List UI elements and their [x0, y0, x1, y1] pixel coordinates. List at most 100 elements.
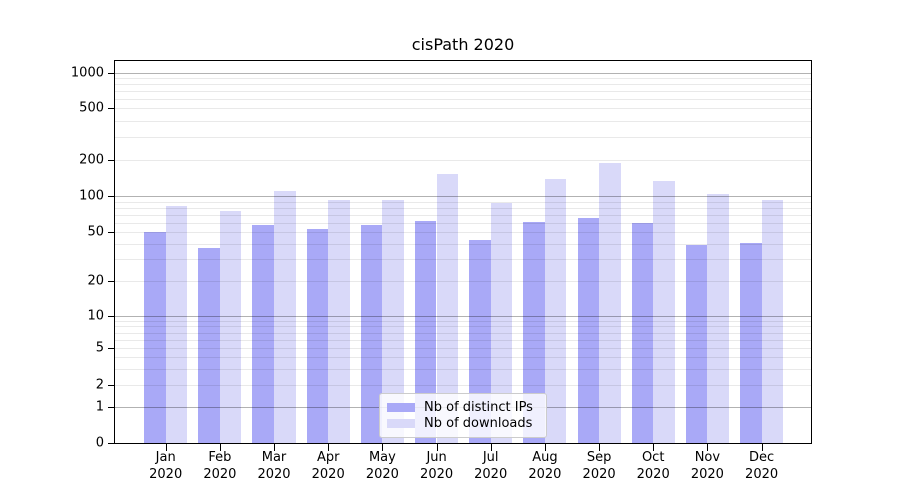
legend-label-distinct-ips: Nb of distinct IPs [424, 399, 533, 415]
bars-layer [115, 61, 811, 443]
minor-gridline-50 [115, 232, 811, 233]
minor-gridline-200 [115, 160, 811, 161]
x-tick-label-jun: Jun 2020 [420, 450, 454, 482]
y-tick-label-1000: 1000 [70, 65, 104, 81]
minor-gridline-8 [115, 326, 811, 328]
y-tick-10 [108, 315, 115, 317]
y-tick-label-1: 1 [95, 399, 104, 415]
y-tick-20 [108, 280, 115, 282]
x-tick-label-dec: Dec 2020 [745, 450, 779, 482]
bar-aug-downloads [544, 178, 567, 443]
legend-label-downloads: Nb of downloads [424, 415, 533, 431]
major-gridline-1000 [115, 73, 811, 74]
x-tick-feb [219, 444, 221, 451]
legend-entry-downloads: Nb of downloads [387, 415, 538, 431]
x-tick-mar [274, 444, 275, 451]
minor-gridline-40 [115, 243, 811, 245]
bar-apr-distinct-ips [306, 229, 329, 443]
bar-dec-distinct-ips [740, 242, 762, 443]
x-tick-label-aug: Aug 2020 [528, 450, 562, 482]
bar-oct-distinct-ips [631, 222, 654, 443]
grid-layer [115, 61, 811, 443]
legend-entry-distinct-ips: Nb of distinct IPs [387, 399, 538, 415]
minor-gridline-3 [115, 368, 811, 370]
y-tick-5 [108, 347, 115, 349]
minor-gridline-500 [115, 108, 811, 109]
x-tick-nov [707, 444, 709, 451]
y-tick-label-2: 2 [95, 377, 104, 393]
minor-gridline-90 [115, 201, 811, 203]
y-tick-0 [108, 442, 115, 444]
minor-gridline-80 [115, 207, 811, 209]
bar-sep-downloads [599, 163, 621, 443]
legend: Nb of distinct IPs Nb of downloads [379, 393, 547, 438]
bar-may-downloads [382, 200, 404, 443]
minor-gridline-900 [115, 78, 811, 80]
minor-gridline-9 [115, 320, 811, 322]
x-tick-label-apr: Apr 2020 [311, 450, 345, 482]
x-tick-may [382, 444, 384, 451]
y-tick-100 [108, 195, 115, 197]
x-tick-jan [165, 444, 167, 451]
minor-gridline-5 [115, 348, 811, 349]
bar-jun-distinct-ips [414, 220, 437, 443]
bar-may-distinct-ips [360, 225, 383, 443]
y-tick-2 [108, 384, 115, 386]
legend-swatch-downloads [387, 418, 415, 428]
bar-mar-downloads [274, 191, 296, 443]
minor-gridline-7 [115, 332, 811, 334]
x-tick-label-sep: Sep 2020 [582, 450, 616, 482]
x-tick-label-mar: Mar 2020 [257, 450, 291, 482]
y-tick-1 [108, 406, 115, 408]
y-tick-label-0: 0 [95, 435, 104, 451]
x-tick-label-nov: Nov 2020 [690, 450, 724, 482]
minor-gridline-800 [115, 84, 811, 86]
minor-gridline-30 [115, 259, 811, 261]
bar-oct-downloads [653, 181, 675, 443]
x-tick-label-may: May 2020 [365, 450, 399, 482]
minor-gridline-400 [115, 120, 811, 122]
y-tick-label-50: 50 [87, 224, 104, 240]
minor-gridline-600 [115, 98, 811, 100]
y-tick-label-20: 20 [87, 273, 104, 289]
x-tick-label-oct: Oct 2020 [636, 450, 670, 482]
major-gridline-100 [115, 196, 811, 197]
y-tick-label-200: 200 [79, 152, 104, 168]
y-tick-label-100: 100 [79, 188, 104, 204]
x-tick-oct [653, 444, 655, 451]
minor-gridline-4 [115, 357, 811, 358]
x-tick-jul [490, 444, 492, 451]
y-tick-500 [108, 107, 115, 109]
minor-gridline-700 [115, 91, 811, 92]
bar-jan-distinct-ips [144, 232, 166, 443]
bar-nov-downloads [707, 193, 729, 443]
minor-gridline-60 [115, 222, 811, 224]
y-tick-label-500: 500 [79, 100, 104, 116]
y-tick-1000 [108, 72, 115, 74]
bar-apr-downloads [328, 200, 350, 443]
y-tick-label-10: 10 [87, 308, 104, 324]
y-tick-50 [108, 231, 115, 233]
major-gridline-10 [115, 316, 811, 317]
minor-gridline-70 [115, 214, 811, 216]
x-tick-sep [599, 444, 601, 451]
x-tick-dec [761, 444, 763, 451]
bar-jan-downloads [165, 205, 188, 443]
bar-mar-distinct-ips [252, 225, 274, 443]
bar-nov-distinct-ips [685, 245, 708, 443]
x-tick-jun [436, 444, 438, 451]
legend-swatch-distinct-ips [387, 402, 415, 412]
bar-jul-downloads [490, 203, 513, 443]
bar-jun-downloads [436, 173, 459, 443]
x-tick-label-jan: Jan 2020 [149, 450, 183, 482]
y-tick-label-5: 5 [95, 340, 104, 356]
x-tick-apr [328, 444, 330, 451]
y-tick-200 [108, 159, 115, 161]
bar-aug-distinct-ips [523, 221, 545, 443]
bar-dec-downloads [761, 199, 784, 443]
minor-gridline-6 [115, 339, 811, 341]
bar-jul-distinct-ips [469, 240, 491, 443]
minor-gridline-2 [115, 385, 811, 386]
chart-title: cisPath 2020 [411, 35, 515, 54]
